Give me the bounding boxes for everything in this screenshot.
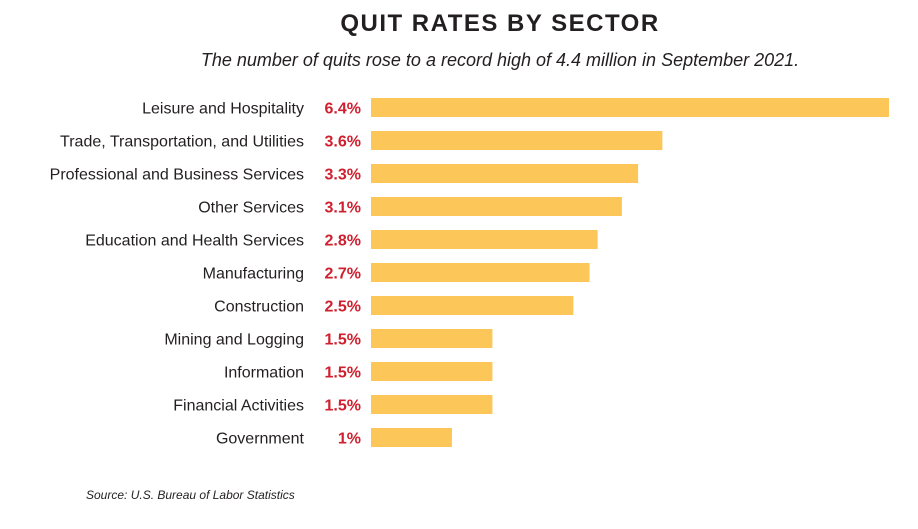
- value-label: 3.1%: [325, 200, 361, 217]
- bar: [371, 362, 493, 381]
- chart-subtitle: The number of quits rose to a record hig…: [200, 50, 800, 70]
- bar: [371, 428, 452, 447]
- value-label: 1%: [338, 431, 361, 448]
- category-label: Other Services: [198, 200, 304, 217]
- value-label: 1.5%: [325, 365, 361, 382]
- bar-chart: Leisure and Hospitality 6.4% Trade, Transp…: [50, 98, 889, 448]
- bar: [371, 131, 663, 150]
- value-label: 1.5%: [325, 332, 361, 349]
- source-note: Source: U.S. Bureau of Labor Statistics: [86, 488, 295, 502]
- bar: [371, 329, 493, 348]
- category-label: Professional and Business Services: [50, 167, 304, 184]
- category-label: Financial Activities: [173, 398, 304, 415]
- category-label: Information: [224, 365, 304, 382]
- category-label: Construction: [214, 299, 304, 316]
- value-label: 3.6%: [325, 134, 361, 151]
- category-label: Manufacturing: [203, 266, 304, 283]
- category-label: Education and Health Services: [85, 233, 304, 250]
- bar: [371, 164, 639, 183]
- value-label: 2.8%: [325, 233, 361, 250]
- bar: [371, 296, 574, 315]
- bar: [371, 263, 590, 282]
- bar: [371, 197, 622, 216]
- value-label: 3.3%: [325, 167, 361, 184]
- value-label: 2.7%: [325, 266, 361, 283]
- bar: [371, 395, 493, 414]
- value-label: 2.5%: [325, 299, 361, 316]
- value-label: 6.4%: [325, 101, 361, 118]
- bar: [371, 230, 598, 249]
- value-label: 1.5%: [325, 398, 361, 415]
- chart-title: QUIT RATES BY SECTOR: [340, 10, 660, 37]
- category-label: Leisure and Hospitality: [142, 101, 304, 118]
- category-label: Mining and Logging: [164, 332, 304, 349]
- bar: [371, 98, 889, 117]
- category-label: Trade, Transportation, and Utilities: [60, 134, 304, 151]
- category-label: Government: [216, 431, 305, 448]
